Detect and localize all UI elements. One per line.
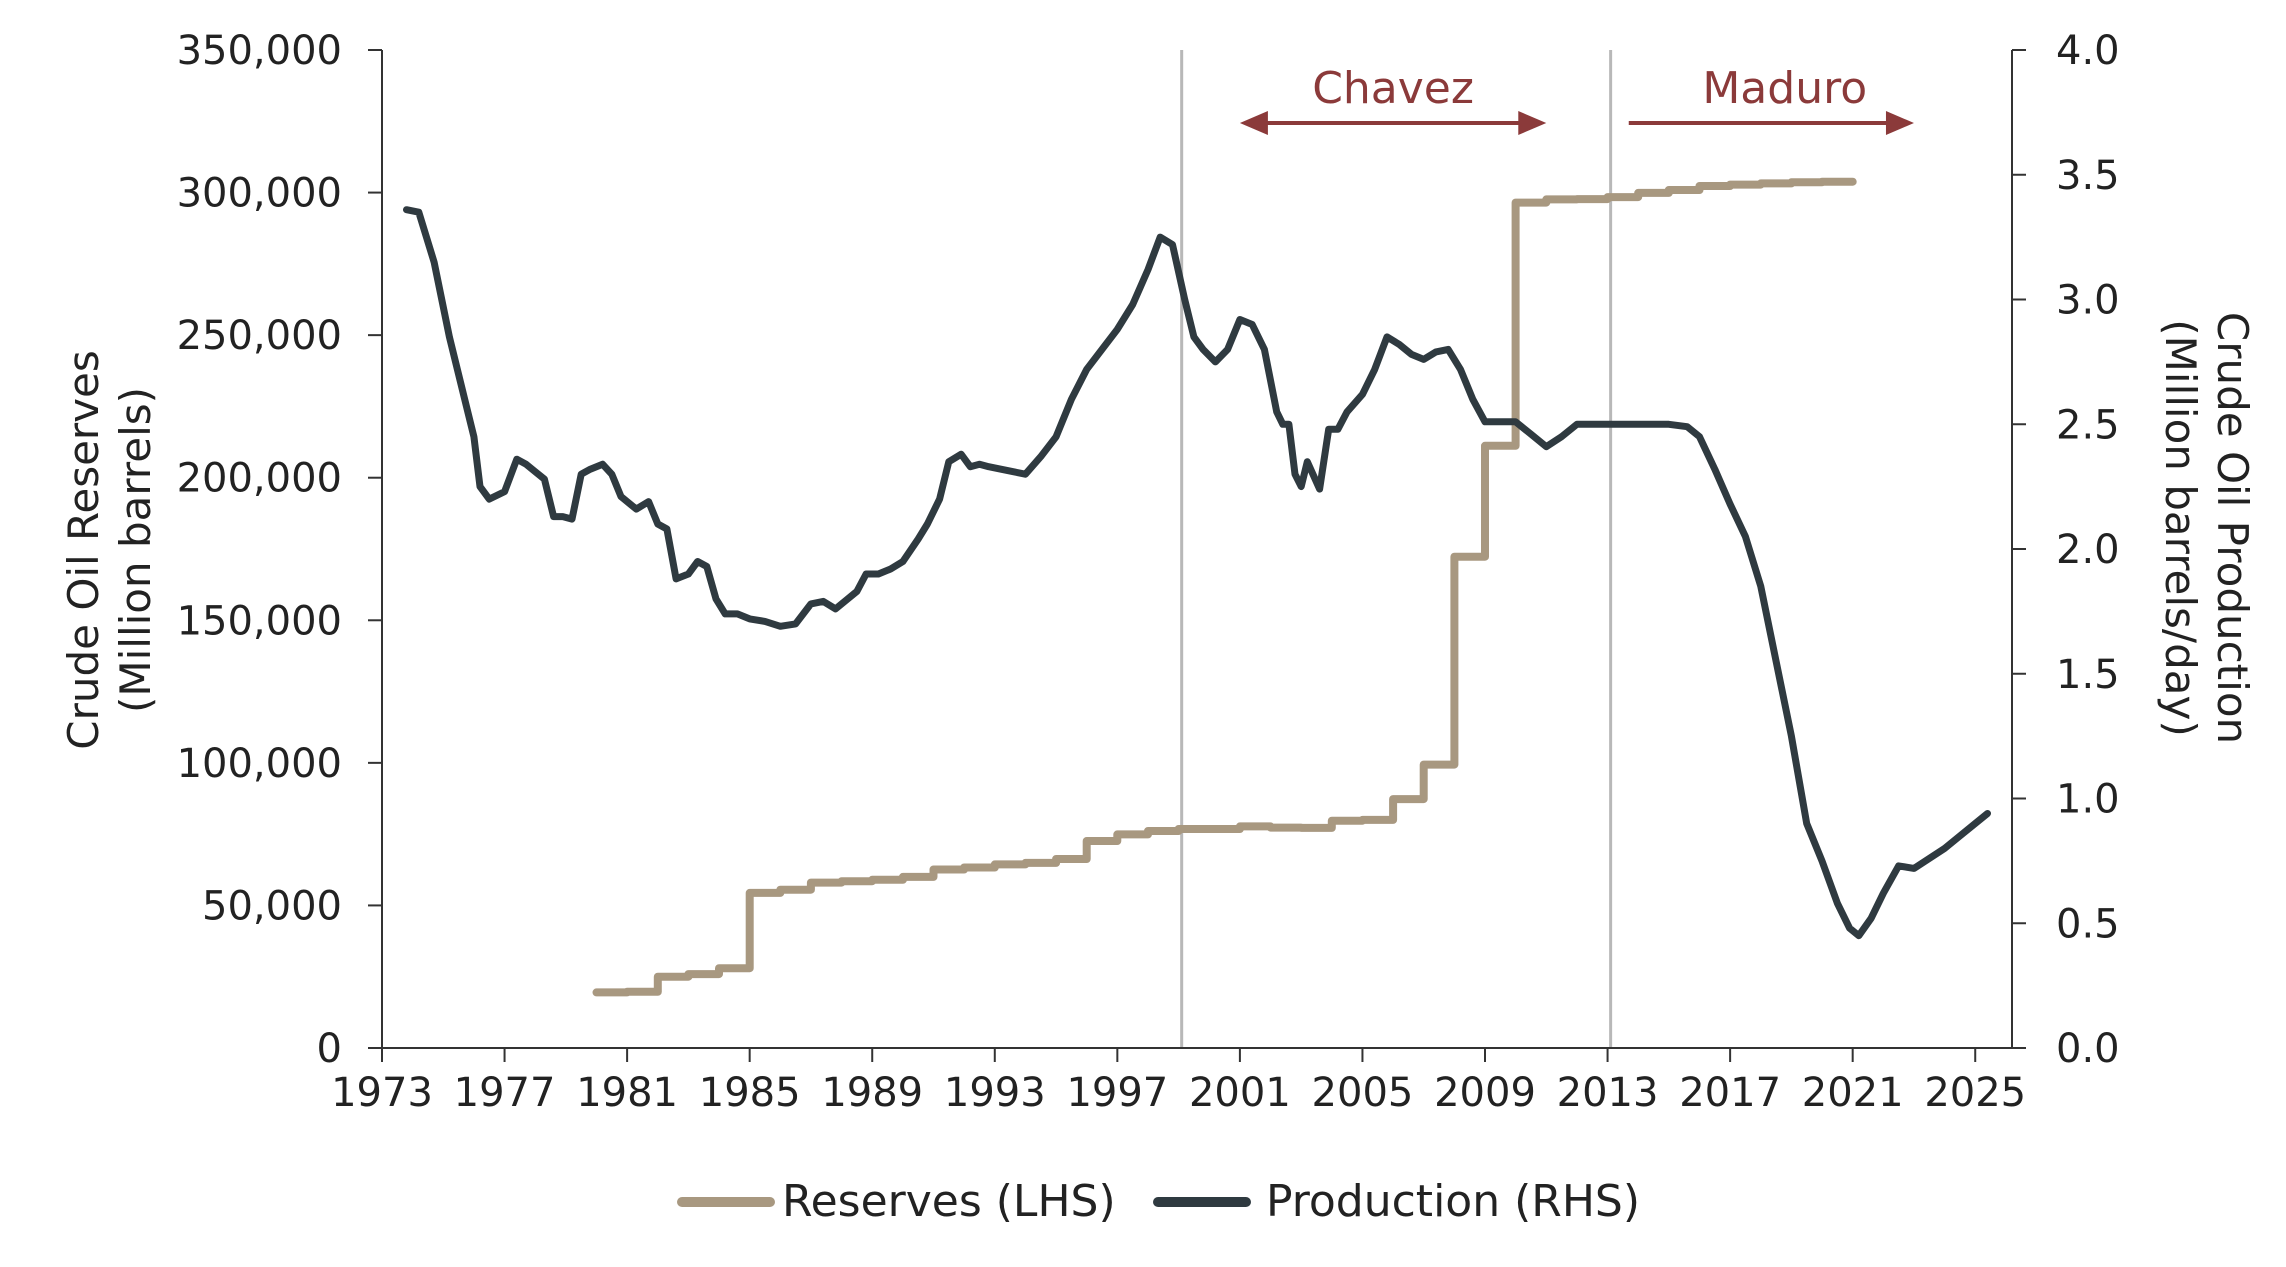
maduro-era-label: Maduro: [1702, 63, 1867, 114]
right-tick-label: 2.5: [2056, 402, 2120, 448]
right-axis-title-line2: (Million barrels/day): [2156, 319, 2205, 736]
x-tick-label: 2021: [1802, 1070, 1904, 1116]
left-tick-label: 50,000: [202, 883, 342, 929]
production-series-line: [403, 206, 1991, 940]
x-tick-label: 1989: [821, 1070, 923, 1116]
left-tick-label: 0: [317, 1026, 342, 1072]
maduro-arrow-head-right: [1885, 111, 1914, 135]
left-tick-label: 300,000: [177, 171, 342, 217]
right-tick-label: 2.0: [2056, 527, 2120, 573]
x-tick-label: 1985: [699, 1070, 801, 1116]
right-axis-title-line1: Crude Oil Production: [2208, 312, 2257, 744]
legend: Reserves (LHS) Production (RHS): [677, 1176, 1640, 1227]
right-tick-label: 1.0: [2056, 777, 2120, 823]
right-tick-label: 1.5: [2056, 652, 2120, 698]
chavez-arrow-head-right: [1518, 111, 1547, 135]
legend-label-production: Production (RHS): [1266, 1176, 1640, 1227]
chavez-arrow-head-left: [1239, 111, 1268, 135]
right-tick-label: 0.0: [2056, 1026, 2120, 1072]
x-tick-label: 1993: [944, 1070, 1046, 1116]
x-tick-label: 2013: [1557, 1070, 1659, 1116]
right-tick-label: 3.5: [2056, 153, 2120, 199]
x-tick-label: 2005: [1312, 1070, 1414, 1116]
left-tick-label: 350,000: [177, 28, 342, 74]
left-axis-title-line2: (Million barrels): [111, 387, 160, 713]
reserves-series-line: [592, 177, 1857, 997]
left-axis-title-line1: Crude Oil Reserves: [59, 350, 108, 750]
right-tick-label: 3.0: [2056, 278, 2120, 324]
x-tick-label: 2017: [1679, 1070, 1781, 1116]
x-tick-label: 1997: [1066, 1070, 1168, 1116]
right-tick-label: 4.0: [2056, 28, 2120, 74]
left-tick-label: 250,000: [177, 313, 342, 359]
left-tick-label: 100,000: [177, 741, 342, 787]
x-tick-label: 2009: [1434, 1070, 1536, 1116]
x-tick-label: 1973: [331, 1070, 433, 1116]
x-tick-label: 1977: [454, 1070, 556, 1116]
x-tick-label: 2025: [1924, 1070, 2026, 1116]
chavez-era-label: Chavez: [1312, 63, 1474, 114]
legend-label-reserves: Reserves (LHS): [782, 1176, 1116, 1227]
left-tick-label: 150,000: [177, 598, 342, 644]
right-tick-label: 0.5: [2056, 901, 2120, 947]
left-tick-label: 200,000: [177, 456, 342, 502]
x-tick-label: 1981: [576, 1070, 678, 1116]
x-tick-label: 2001: [1189, 1070, 1291, 1116]
